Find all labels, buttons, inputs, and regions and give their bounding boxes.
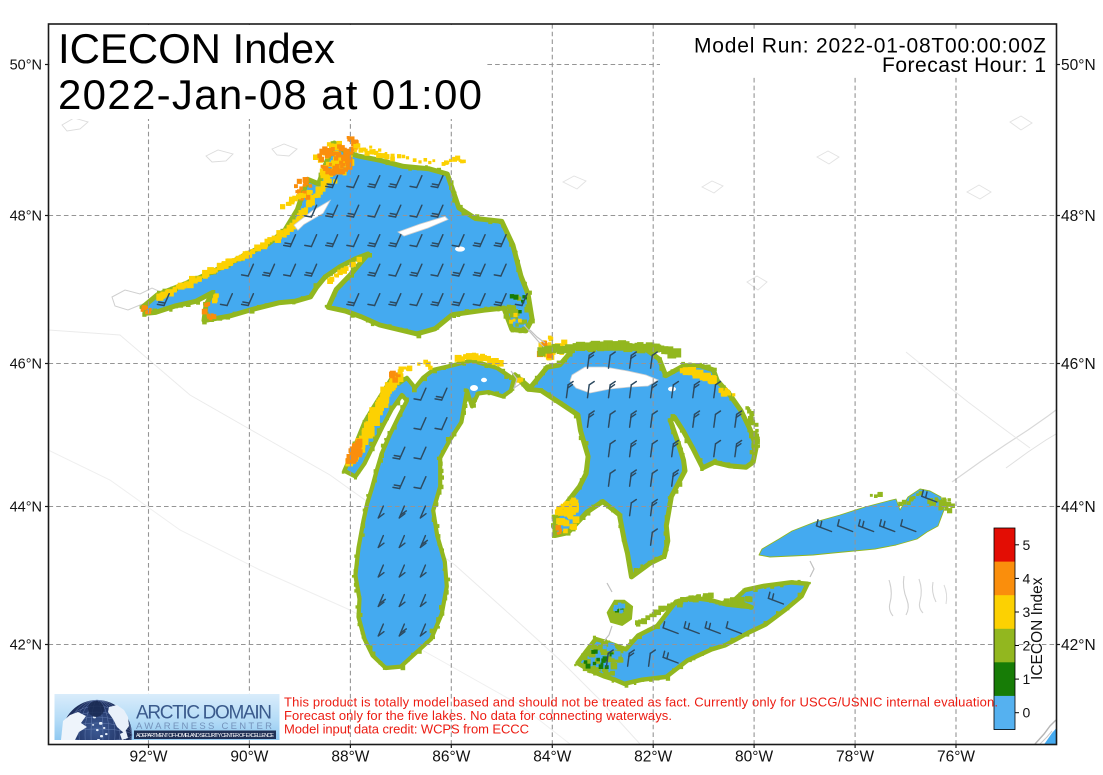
svg-text:50°N: 50°N <box>10 58 42 74</box>
svg-text:Forecast only for the five lak: Forecast only for the five lakes. No dat… <box>284 708 672 723</box>
svg-text:5: 5 <box>1023 537 1031 553</box>
svg-text:84°W: 84°W <box>533 749 571 766</box>
svg-text:46°N: 46°N <box>1061 356 1096 373</box>
svg-text:48°N: 48°N <box>1061 208 1096 225</box>
svg-text:76°W: 76°W <box>937 749 975 766</box>
svg-text:2022-Jan-08 at 01:00: 2022-Jan-08 at 01:00 <box>58 71 482 118</box>
svg-text:50°N: 50°N <box>1061 57 1096 74</box>
svg-text:90°W: 90°W <box>230 749 268 766</box>
svg-text:This product is totally model: This product is totally model based and … <box>284 695 998 710</box>
svg-text:44°N: 44°N <box>10 500 42 516</box>
svg-text:92°W: 92°W <box>129 749 167 766</box>
svg-text:Forecast Hour: 1: Forecast Hour: 1 <box>882 54 1046 77</box>
svg-text:46°N: 46°N <box>10 357 42 373</box>
svg-text:78°W: 78°W <box>836 749 874 766</box>
svg-text:3: 3 <box>1023 604 1031 620</box>
svg-text:44°N: 44°N <box>1061 499 1096 516</box>
svg-text:42°N: 42°N <box>1061 637 1096 654</box>
svg-text:ICECON Index: ICECON Index <box>1029 577 1046 680</box>
svg-text:Model input data credit: WCPS: Model input data credit: WCPS from ECCC <box>284 722 529 737</box>
svg-text:ARCTIC DOMAIN: ARCTIC DOMAIN <box>136 703 272 724</box>
svg-text:ICECON Index: ICECON Index <box>58 25 335 72</box>
svg-text:2: 2 <box>1023 638 1031 654</box>
svg-text:0: 0 <box>1023 705 1031 721</box>
svg-text:42°N: 42°N <box>10 638 42 654</box>
svg-text:88°W: 88°W <box>331 749 369 766</box>
svg-text:A DEPARTMENT OF HOMELAND SECUR: A DEPARTMENT OF HOMELAND SECURITY CENTER… <box>136 733 274 739</box>
svg-text:AWARENESS CENTER: AWARENESS CENTER <box>136 721 272 732</box>
svg-text:86°W: 86°W <box>432 749 470 766</box>
svg-text:Model Run: 2022-01-08T00:00:00: Model Run: 2022-01-08T00:00:00Z <box>694 35 1046 58</box>
svg-text:48°N: 48°N <box>10 209 42 225</box>
svg-text:4: 4 <box>1023 570 1031 586</box>
svg-text:82°W: 82°W <box>634 749 672 766</box>
svg-text:80°W: 80°W <box>735 749 773 766</box>
svg-text:1: 1 <box>1023 671 1031 687</box>
